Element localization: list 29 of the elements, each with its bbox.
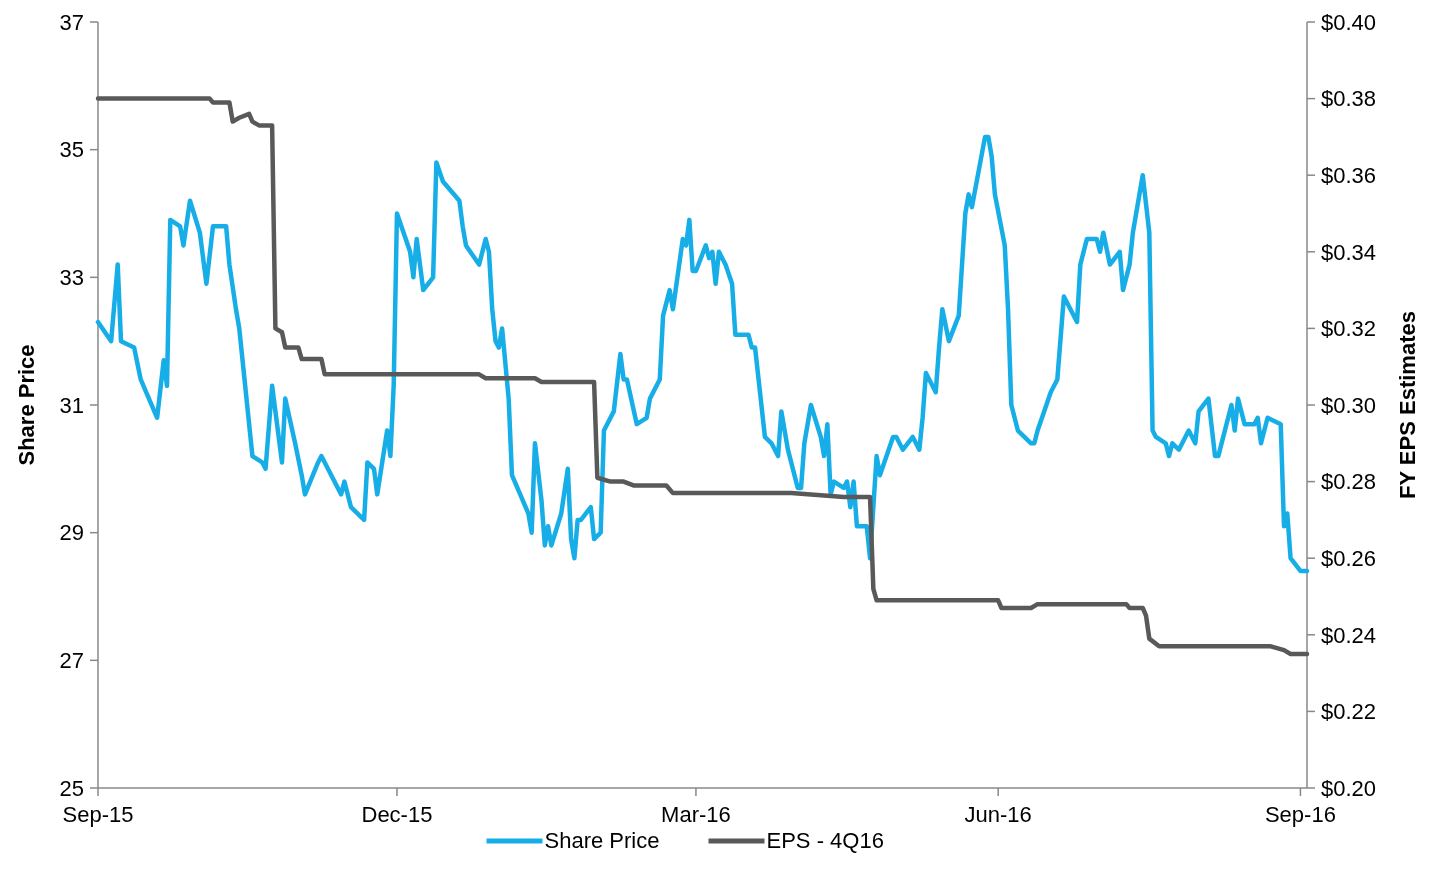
legend-label: EPS - 4Q16	[766, 828, 884, 853]
y2-tick-label: $0.26	[1321, 545, 1377, 571]
x-tick-label: Sep-16	[1264, 802, 1336, 827]
y-tick-label: 25	[59, 775, 84, 801]
y2-tick-label: $0.34	[1321, 239, 1377, 265]
line-series	[95, 134, 1310, 574]
x-tick-label: Jun-16	[964, 802, 1032, 827]
y-tick-label: 35	[59, 137, 84, 163]
y2-tick-label: $0.32	[1321, 316, 1377, 342]
legend-label: Share Price	[544, 828, 660, 853]
x-tick-label: Dec-15	[361, 802, 433, 827]
y-tick-label: 27	[59, 648, 84, 674]
line-series	[95, 96, 1310, 657]
y-tick-label: 33	[59, 265, 84, 291]
y-axis-title: Share Price	[14, 344, 39, 466]
y2-axis-title: FY EPS Estimates	[1395, 311, 1420, 499]
y2-tick-label: $0.38	[1321, 86, 1377, 112]
y2-tick-label: $0.30	[1321, 392, 1377, 418]
y2-tick-label: $0.22	[1321, 699, 1377, 725]
y2-tick-label: $0.28	[1321, 469, 1377, 495]
x-tick-label: Sep-15	[62, 802, 134, 827]
y-tick-label: 31	[59, 392, 84, 418]
y-tick-label: 29	[59, 520, 84, 546]
y2-tick-label: $0.40	[1321, 9, 1377, 35]
y2-tick-label: $0.36	[1321, 162, 1377, 188]
y2-tick-label: $0.24	[1321, 622, 1377, 648]
y2-tick-label: $0.20	[1321, 775, 1377, 801]
x-tick-label: Mar-16	[661, 802, 731, 827]
y-tick-label: 37	[59, 9, 84, 35]
